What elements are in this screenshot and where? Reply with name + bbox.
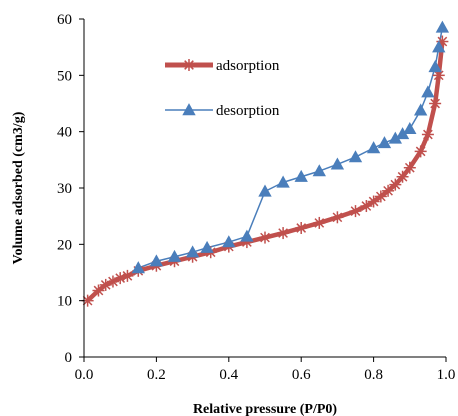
legend: adsorption desorption (165, 58, 280, 119)
legend-asterisk-icon (183, 59, 195, 71)
y-axis-title: Volume adsorbed (cm3/g) (11, 111, 26, 264)
y-tick-label: 30 (57, 181, 72, 197)
legend-triangle-icon (182, 103, 196, 116)
y-tick-label: 50 (57, 68, 72, 84)
desorption-point (200, 240, 214, 253)
x-tick-label: 0.4 (219, 367, 238, 383)
desorption-point (222, 235, 236, 248)
series-layer (81, 20, 450, 307)
adsorption-point (421, 128, 434, 141)
adsorption-point (374, 190, 387, 203)
adsorption-point (367, 195, 380, 208)
y-tick-label: 60 (57, 12, 72, 28)
ticks-layer: 0 10 20 30 40 50 60 0.0 0.2 0.4 0.6 0.8 1.0 (57, 12, 455, 383)
x-tick-label: 1.0 (437, 367, 456, 383)
adsorption-point (414, 145, 427, 158)
desorption-point (185, 245, 200, 258)
desorption-point (348, 150, 363, 163)
adsorption-point (382, 184, 395, 197)
adsorption-point (349, 205, 362, 218)
desorption-point (131, 261, 145, 274)
desorption-point (413, 103, 428, 116)
adsorption-point (403, 161, 416, 174)
y-tick-label: 40 (57, 125, 72, 141)
legend-desorption-marker (182, 103, 196, 116)
desorption-point (330, 157, 345, 170)
legend-adsorption-marker (183, 59, 195, 71)
desorption-point (432, 40, 446, 53)
desorption-point (276, 175, 290, 188)
desorption-point (403, 122, 417, 135)
desorption-point (258, 184, 272, 197)
desorption-point (149, 254, 164, 267)
adsorption-point (81, 294, 94, 307)
desorption-point (435, 20, 450, 33)
adsorption-point (313, 216, 326, 229)
desorption-point (240, 229, 254, 242)
adsorption-point (429, 97, 442, 110)
legend-adsorption-label: adsorption (216, 58, 280, 74)
adsorption-point (396, 170, 409, 183)
desorption-point (421, 85, 435, 98)
y-tick-label: 20 (57, 237, 72, 253)
y-tick-label: 0 (65, 350, 73, 366)
adsorption-point (92, 284, 105, 297)
desorption-point (167, 249, 182, 262)
adsorption-point (295, 221, 308, 234)
desorption-point (428, 60, 442, 73)
adsorption-point (277, 227, 290, 240)
adsorption-point (121, 269, 134, 282)
x-axis-title: Relative pressure (P/P0) (193, 402, 337, 416)
x-tick-label: 0.2 (147, 367, 166, 383)
adsorption-point (432, 69, 445, 82)
adsorption-point (331, 211, 344, 224)
adsorption-point (360, 200, 373, 213)
y-tick-label: 10 (57, 294, 72, 310)
x-tick-label: 0.8 (364, 367, 383, 383)
adsorption-point (259, 231, 271, 244)
x-tick-label: 0.0 (75, 367, 94, 383)
desorption-point (366, 141, 381, 154)
desorption-point (312, 164, 326, 177)
x-tick-label: 0.6 (292, 367, 311, 383)
desorption-point (377, 136, 392, 149)
desorption-point (294, 169, 308, 182)
adsorption-point (389, 178, 402, 191)
legend-desorption-label: desorption (216, 103, 280, 119)
